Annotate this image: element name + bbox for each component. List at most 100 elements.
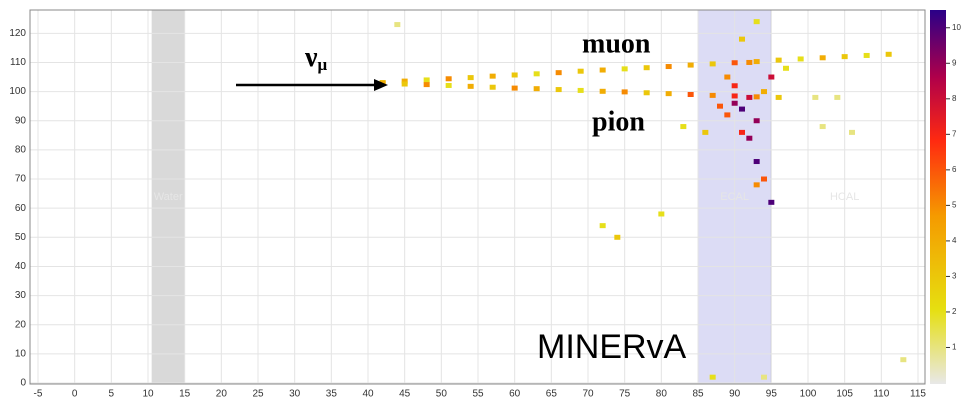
hit (556, 87, 562, 92)
hit (658, 211, 664, 216)
x-tick-label: 45 (399, 389, 411, 400)
x-tick-label: 95 (766, 389, 778, 400)
hit (578, 69, 584, 74)
y-tick-label: 10 (15, 349, 27, 360)
hit (761, 177, 767, 182)
hit (724, 75, 730, 80)
hit (666, 91, 672, 96)
colorbar-tick-label: 3 (952, 272, 957, 281)
x-tick-label: 115 (910, 389, 926, 400)
hit (600, 89, 606, 94)
hit (776, 58, 782, 63)
muon-label: muon (582, 28, 651, 59)
hit (754, 19, 760, 24)
hit (798, 56, 804, 61)
hit (732, 83, 738, 88)
hit (446, 83, 452, 88)
y-tick-label: 0 (20, 378, 26, 389)
hit (394, 22, 400, 27)
x-tick-label: 60 (509, 389, 521, 400)
region-label: HCAL (830, 191, 859, 203)
hit (842, 54, 848, 59)
hit (666, 64, 672, 69)
y-tick-label: 20 (15, 319, 27, 330)
x-tick-label: 55 (472, 389, 484, 400)
hit (754, 59, 760, 64)
hit (556, 70, 562, 75)
x-tick-label: 40 (362, 389, 374, 400)
hit (710, 61, 716, 66)
hit (614, 235, 620, 240)
chart: νμ muon pion MINERvA Water ECAL HCAL -5 0 5 10… (0, 0, 962, 404)
neutrino-label: νμ (304, 42, 328, 73)
colorbar-tick-label: 2 (952, 307, 957, 316)
colorbar-tick-label: 6 (952, 165, 957, 174)
hit (900, 357, 906, 362)
x-tick-label: 75 (619, 389, 631, 400)
hit (732, 101, 738, 106)
detector-label: MINERvA (537, 328, 687, 366)
x-tick-label: 5 (109, 389, 115, 400)
y-tick-label: 60 (15, 203, 27, 214)
y-tick-label: 110 (10, 57, 26, 68)
colorbar-tick-label: 5 (952, 200, 957, 209)
hit (710, 93, 716, 98)
x-tick-label: 35 (326, 389, 338, 400)
hit (834, 95, 840, 100)
hit (578, 88, 584, 93)
hit (468, 75, 474, 80)
hit (424, 77, 430, 82)
hit (512, 86, 518, 91)
x-tick-label: 65 (546, 389, 558, 400)
x-tick-label: 20 (216, 389, 228, 400)
hit (746, 136, 752, 141)
hit (768, 75, 774, 80)
hit (688, 92, 694, 97)
hit (622, 66, 628, 71)
region-label: Water (154, 191, 183, 203)
pion-label: pion (592, 106, 645, 137)
y-tick-label: 70 (15, 174, 27, 185)
x-tick-label: 10 (142, 389, 154, 400)
x-tick-label: -5 (34, 389, 43, 400)
hit (717, 104, 723, 109)
neutrino: ν (304, 42, 318, 73)
hit (739, 37, 745, 42)
y-tick-label: 40 (15, 261, 27, 272)
hit (680, 124, 686, 129)
neutrino-sub: μ (318, 55, 328, 74)
hit (424, 82, 430, 87)
colorbar-tick-label: 9 (952, 58, 957, 67)
hit (820, 124, 826, 129)
hit (490, 74, 496, 79)
hit (534, 86, 540, 91)
hit (512, 72, 518, 77)
x-tick-label: 80 (656, 389, 668, 400)
colorbar-tick-label: 4 (952, 236, 957, 245)
page: νμ muon pion MINERvA Water ECAL HCAL -5 0 5 10… (0, 0, 962, 404)
hit (754, 94, 760, 99)
x-tick-label: 15 (179, 389, 191, 400)
hit (746, 60, 752, 65)
hit (754, 182, 760, 187)
hit (490, 85, 496, 90)
colorbar-tick-label: 10 (952, 23, 961, 32)
hit (820, 55, 826, 60)
hit (768, 200, 774, 205)
hit (644, 90, 650, 95)
region-label: ECAL (720, 191, 749, 203)
hit (710, 375, 716, 380)
hit (761, 375, 767, 380)
hit (739, 107, 745, 112)
hit (600, 68, 606, 73)
colorbar-tick-label: 8 (952, 94, 957, 103)
hit (644, 65, 650, 70)
hit (746, 95, 752, 100)
hit (732, 60, 738, 65)
x-tick-label: 25 (252, 389, 264, 400)
hit (402, 82, 408, 87)
x-tick-label: 0 (72, 389, 78, 400)
hit (776, 95, 782, 100)
x-tick-label: 70 (582, 389, 594, 400)
hit (761, 89, 767, 94)
